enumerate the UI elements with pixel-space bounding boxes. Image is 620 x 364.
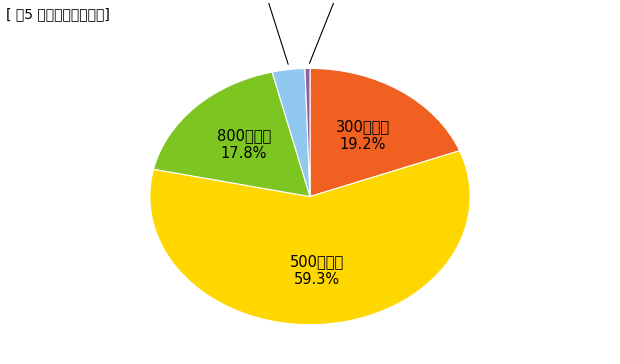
- Text: [ 嘴5 ランチの平均予算]: [ 嘴5 ランチの平均予算]: [6, 7, 110, 21]
- Wedge shape: [305, 68, 310, 197]
- Text: 300円以下
19.2%: 300円以下 19.2%: [335, 119, 390, 151]
- Text: 800円以下
17.8%: 800円以下 17.8%: [217, 128, 271, 161]
- Text: 1000円超
0.5%: 1000円超 0.5%: [309, 0, 370, 63]
- Text: 500円以下
59.3%: 500円以下 59.3%: [290, 254, 344, 287]
- Wedge shape: [272, 68, 310, 197]
- Wedge shape: [310, 68, 459, 197]
- Text: 1000円以下
3.3%: 1000円以下 3.3%: [230, 0, 294, 64]
- Wedge shape: [150, 151, 470, 325]
- Wedge shape: [154, 72, 310, 197]
